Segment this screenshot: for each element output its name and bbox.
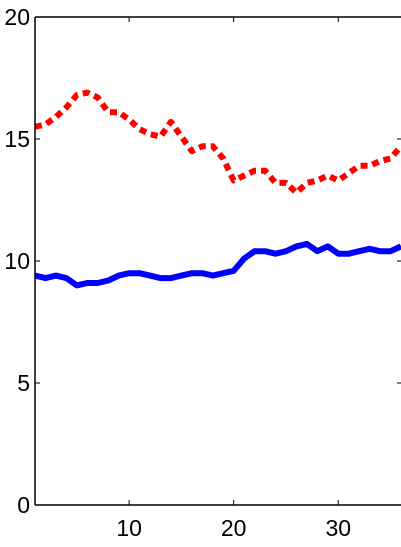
x-tick-label: 10 (116, 515, 142, 541)
x-tick-label: 30 (325, 515, 351, 541)
y-tick-label: 20 (4, 4, 30, 30)
y-tick-label: 15 (4, 126, 30, 152)
y-tick-label: 0 (17, 492, 30, 518)
series-layer (34, 89, 401, 289)
ticks-layer: 0 5 10 15 20 10 20 30 (4, 4, 401, 541)
axes-layer (34, 16, 401, 506)
x-tick-label: 20 (221, 515, 247, 541)
series-line-solid (34, 240, 401, 289)
series-line-dotted (34, 89, 401, 196)
y-tick-label: 10 (4, 248, 30, 274)
y-tick-label: 5 (17, 370, 30, 396)
